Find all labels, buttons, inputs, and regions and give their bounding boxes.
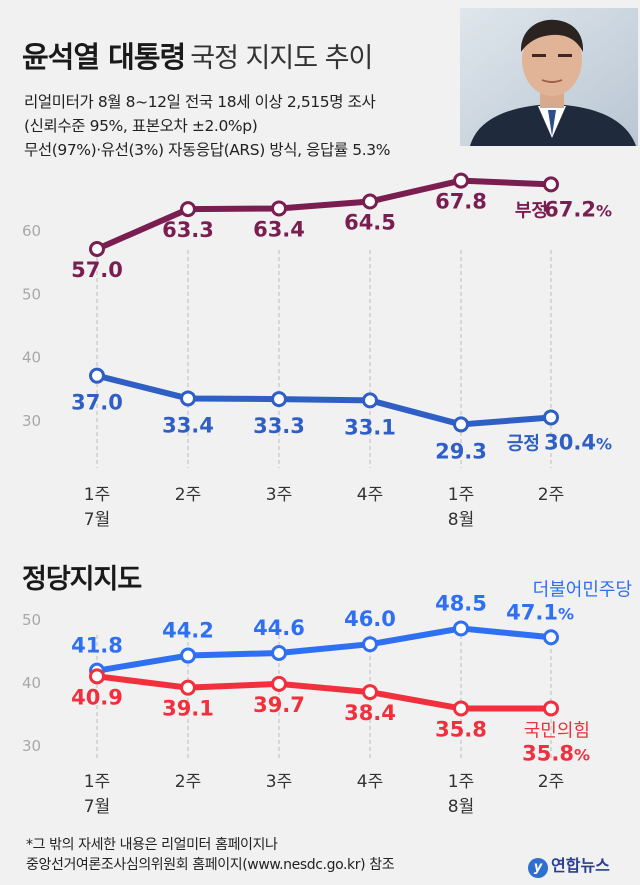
x-tick-label: 2주 xyxy=(538,772,564,792)
data-label: 35.8 xyxy=(435,717,487,741)
data-label: 44.2 xyxy=(162,619,214,643)
footnote-line-2: 중앙선거여론조사심의위원회 홈페이지(www.nesdc.go.kr) 참조 xyxy=(26,857,395,873)
x-tick-label: 3주 xyxy=(266,485,292,505)
y-tick-label: 40 xyxy=(22,674,41,692)
x-tick-month-label: 8월 xyxy=(448,510,474,530)
data-point xyxy=(271,675,287,692)
percent-sign: % xyxy=(596,201,612,220)
data-label: 39.1 xyxy=(162,697,214,721)
data-point xyxy=(362,193,378,210)
data-point xyxy=(362,636,378,653)
y-tick-label: 30 xyxy=(22,412,41,430)
data-label: 35.8% xyxy=(522,741,590,765)
party-chart: 30 40 50 1주 7월 2주 3주 4주 1주 8월 2주 41.8 44.2 44.6 46.0 48… xyxy=(22,579,632,817)
data-label: 30.4% xyxy=(544,430,612,454)
chart-title: 윤석열 대통령 국정 지지도 추이 xyxy=(22,34,373,76)
series-name-label: 부정 xyxy=(515,200,548,221)
yonhap-logo: y 연합뉴스 xyxy=(528,852,610,878)
data-label: 39.7 xyxy=(253,693,305,717)
data-label: 40.9 xyxy=(71,685,123,709)
data-label: 33.1 xyxy=(344,415,396,439)
x-tick-label: 2주 xyxy=(538,485,564,505)
data-point xyxy=(453,700,469,717)
y-tick-label: 30 xyxy=(22,737,41,755)
x-tick-label: 1주 xyxy=(448,485,474,505)
data-label: 67.2% xyxy=(544,197,612,221)
series-name-label: 긍정 xyxy=(507,433,540,454)
x-tick-label: 2주 xyxy=(175,485,201,505)
data-point xyxy=(543,176,559,193)
data-label: 33.4 xyxy=(162,413,214,437)
series-name-label: 국민의힘 xyxy=(524,720,590,741)
data-label: 47.1% xyxy=(506,600,574,624)
survey-info-line-1: 리얼미터가 8월 8~12일 전국 18세 이상 2,515명 조사 xyxy=(24,93,376,111)
data-point xyxy=(543,409,559,426)
x-tick-month-label: 7월 xyxy=(84,510,110,530)
data-label: 33.3 xyxy=(253,414,305,438)
data-point xyxy=(89,668,105,685)
data-label: 46.0 xyxy=(344,607,396,631)
logo-mark-icon: y xyxy=(528,858,548,878)
data-label: 57.0 xyxy=(71,258,123,282)
data-label: 63.3 xyxy=(162,218,214,242)
data-point xyxy=(180,647,196,664)
x-tick-label: 1주 xyxy=(84,772,110,792)
percent-sign: % xyxy=(558,604,574,623)
data-point xyxy=(89,367,105,384)
data-point xyxy=(453,172,469,189)
x-tick-label: 2주 xyxy=(175,772,201,792)
data-point xyxy=(180,679,196,696)
survey-info-line-3: 무선(97%)·유선(3%) 자동응답(ARS) 방식, 응답률 5.3% xyxy=(24,141,391,159)
title-bold: 윤석열 대통령 xyxy=(22,40,186,74)
data-point xyxy=(271,391,287,408)
logo-text: 연합뉴스 xyxy=(551,856,610,875)
footnote-line-1: *그 밖의 자세한 내용은 리얼미터 홈페이지나 xyxy=(26,837,278,853)
title-light: 국정 지지도 추이 xyxy=(190,43,373,74)
data-label: 67.8 xyxy=(435,190,487,214)
x-tick-label: 1주 xyxy=(448,772,474,792)
data-label: 48.5 xyxy=(435,591,487,615)
data-point xyxy=(362,684,378,701)
y-tick-label: 40 xyxy=(22,349,41,367)
x-tick-label: 4주 xyxy=(357,772,383,792)
series-name-label: 더불어민주당 xyxy=(533,579,632,600)
series-line-국민의힘 xyxy=(94,673,554,712)
series-line-긍정 xyxy=(94,372,554,428)
x-tick-month-label: 7월 xyxy=(84,797,110,817)
series-line-더불어민주당 xyxy=(94,625,554,674)
data-point xyxy=(362,392,378,409)
party-section-title: 정당지지도 xyxy=(22,564,142,595)
x-tick-label: 4주 xyxy=(357,485,383,505)
data-point xyxy=(180,201,196,218)
data-label: 63.4 xyxy=(253,217,305,241)
y-tick-label: 50 xyxy=(22,611,41,629)
data-point xyxy=(89,241,105,257)
data-point xyxy=(271,200,287,217)
data-point xyxy=(543,700,559,717)
data-point xyxy=(453,620,469,637)
data-point xyxy=(543,629,559,646)
data-label: 29.3 xyxy=(435,439,487,463)
percent-sign: % xyxy=(596,434,612,453)
data-label: 41.8 xyxy=(71,634,123,658)
x-tick-label: 1주 xyxy=(84,485,110,505)
data-label: 37.0 xyxy=(71,391,123,415)
data-point xyxy=(271,645,287,662)
percent-sign: % xyxy=(574,745,590,764)
president-photo xyxy=(460,8,638,146)
survey-info-line-2: (신뢰수준 95%, 표본오차 ±2.0%p) xyxy=(24,117,258,135)
data-point xyxy=(453,416,469,433)
data-point xyxy=(180,390,196,407)
x-tick-label: 3주 xyxy=(266,772,292,792)
y-tick-label: 60 xyxy=(22,222,41,240)
data-label: 38.4 xyxy=(344,701,396,725)
data-label: 44.6 xyxy=(253,616,305,640)
series-line-부정 xyxy=(94,177,554,252)
approval-chart: 30 40 50 60 1주 7월 2주 3주 4주 1주 8월 2주 57.0 63.3 63.4 64.5… xyxy=(22,172,612,530)
y-tick-label: 50 xyxy=(22,285,41,303)
x-tick-month-label: 8월 xyxy=(448,797,474,817)
data-label: 64.5 xyxy=(344,211,396,235)
